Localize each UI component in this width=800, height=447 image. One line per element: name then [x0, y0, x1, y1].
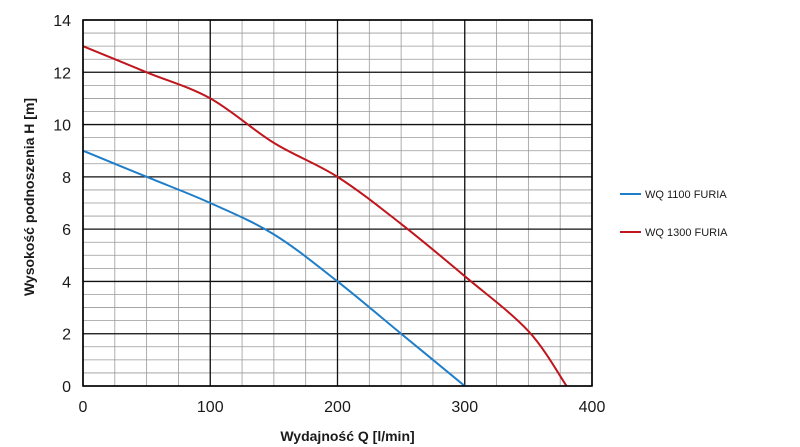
x-tick-label: 0	[79, 399, 88, 416]
y-tick-labels: 0 2 4 6 8 10 12 14	[53, 13, 71, 396]
y-tick-label: 0	[62, 379, 71, 396]
y-tick-label: 4	[62, 274, 71, 291]
series-line-2	[82, 45, 568, 387]
x-axis-title: Wydajność Q [l/min]	[280, 428, 414, 444]
y-tick-label: 10	[53, 118, 71, 135]
y-axis-title: Wysokość podnoszenia H [m]	[21, 98, 37, 296]
x-tick-label: 300	[451, 399, 478, 416]
x-tick-label: 100	[197, 399, 224, 416]
legend-label-2: WQ 1300 FURIA	[645, 227, 728, 239]
x-tick-label: 400	[579, 399, 606, 416]
plot-border	[82, 19, 593, 387]
series-line-1	[82, 149, 466, 387]
x-tick-labels: 0 100 200 300 400	[79, 399, 606, 416]
x-tick-label: 200	[324, 399, 351, 416]
series-lines	[82, 45, 568, 387]
legend-label-1: WQ 1100 FURIA	[645, 189, 727, 201]
y-tick-label: 6	[62, 222, 71, 239]
y-tick-label: 8	[62, 170, 71, 187]
y-tick-label: 2	[62, 327, 71, 344]
y-tick-label: 14	[53, 13, 71, 30]
legend: WQ 1100 FURIA WQ 1300 FURIA	[620, 189, 728, 239]
y-tick-label: 12	[53, 65, 71, 82]
